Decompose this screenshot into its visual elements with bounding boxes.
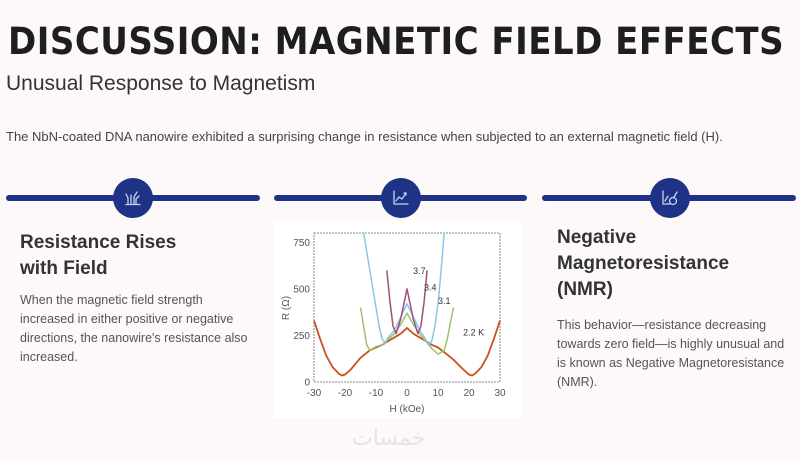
left-heading: Resistance Rises with Field: [20, 230, 176, 282]
right-body: This behavior—resistance decreasing towa…: [557, 318, 785, 389]
plot-frame: [313, 232, 501, 383]
section-badge-left: [113, 178, 153, 218]
x-tick-label: 20: [463, 388, 475, 399]
y-tick-label: 750: [293, 238, 310, 249]
x-tick-label: -20: [338, 388, 353, 399]
x-tick-label: -30: [307, 388, 322, 399]
watermark-logo: خمسات: [352, 426, 426, 451]
y-tick-label: 250: [293, 331, 310, 342]
page-title: DISCUSSION: MAGNETIC FIELD EFFECTS: [8, 20, 785, 63]
intro-text: The NbN-coated DNA nanowire exhibited a …: [6, 129, 723, 144]
magnetoresistance-chart: -30 -20 -10 0 10 20 30 0 250 500 750 3.7 3.43.1 2.2 K…: [281, 232, 506, 415]
series-line-3-1-k: [359, 307, 455, 355]
left-body: When the magnetic field strength increas…: [20, 293, 248, 364]
x-tick-label: 30: [494, 388, 506, 399]
y-tick-label: 500: [293, 284, 310, 295]
chart-panel: -30 -20 -10 0 10 20 30 0 250 500 750 3.7 3.4 3.1 2.2 K…: [273, 220, 521, 418]
left-heading-line2: with Field: [20, 258, 108, 279]
left-heading-line1: Resistance Rises: [20, 232, 177, 253]
series-line-3-7-k: [386, 270, 428, 335]
chart-magnet-icon: [662, 190, 678, 206]
series-annotation: 3.1: [438, 296, 451, 306]
right-heading-line2: Magnetoresistance: [557, 253, 730, 274]
series-line-2-2-k: [313, 320, 501, 377]
page-subtitle: Unusual Response to Magnetism: [6, 72, 316, 95]
line-chart-icon: [393, 190, 409, 205]
right-heading-line3: (NMR): [557, 279, 613, 300]
right-heading-line1: Negative: [557, 227, 637, 248]
series-line-3-4-k: [362, 232, 445, 346]
y-axis-label: R (Ω): [281, 296, 292, 320]
plant-sprout-icon: [125, 191, 141, 206]
section-badge-right: [650, 178, 690, 218]
x-tick-label: -10: [369, 388, 384, 399]
y-tick-label: 0: [304, 378, 310, 389]
x-tick-label: 10: [432, 388, 444, 399]
x-axis-label: H (kOe): [390, 404, 425, 415]
section-badge-center: [381, 178, 421, 218]
series-annotation: 2.2 K: [463, 327, 484, 337]
right-heading: Negative Magnetoresistance (NMR): [557, 225, 729, 303]
x-tick-label: 0: [404, 388, 410, 399]
series-annotation: 3.4: [424, 283, 437, 293]
series-annotation: 3.7: [413, 266, 426, 276]
